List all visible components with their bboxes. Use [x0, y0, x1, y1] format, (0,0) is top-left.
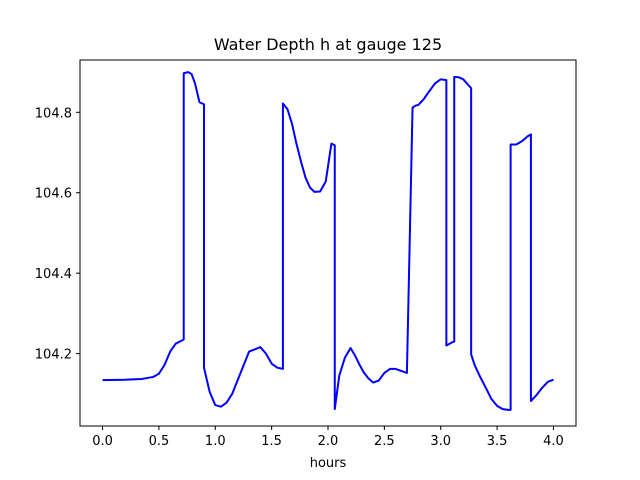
x-tick-label: 2.5 — [374, 434, 395, 449]
x-tick-label: 1.0 — [205, 434, 226, 449]
x-tick-label: 2.0 — [318, 434, 339, 449]
x-axis-label: hours — [310, 456, 347, 471]
y-tick-label: 104.8 — [35, 106, 72, 121]
y-tick-label: 104.2 — [35, 348, 72, 363]
x-tick-label: 3.5 — [487, 434, 508, 449]
x-axis: 0.0 0.5 1.0 1.5 2.0 2.5 3.0 3.5 4.0 — [92, 426, 564, 449]
chart-title: Water Depth h at gauge 125 — [214, 35, 442, 54]
y-axis: 104.2 104.4 104.6 104.8 — [35, 106, 80, 363]
x-tick-label: 4.0 — [543, 434, 564, 449]
y-tick-label: 104.6 — [35, 187, 72, 202]
x-tick-label: 0.5 — [149, 434, 170, 449]
x-tick-label: 0.0 — [92, 434, 113, 449]
x-tick-label: 3.0 — [430, 434, 451, 449]
series-line-0 — [102, 71, 554, 411]
y-tick-label: 104.4 — [35, 267, 72, 282]
x-tick-label: 1.5 — [261, 434, 282, 449]
